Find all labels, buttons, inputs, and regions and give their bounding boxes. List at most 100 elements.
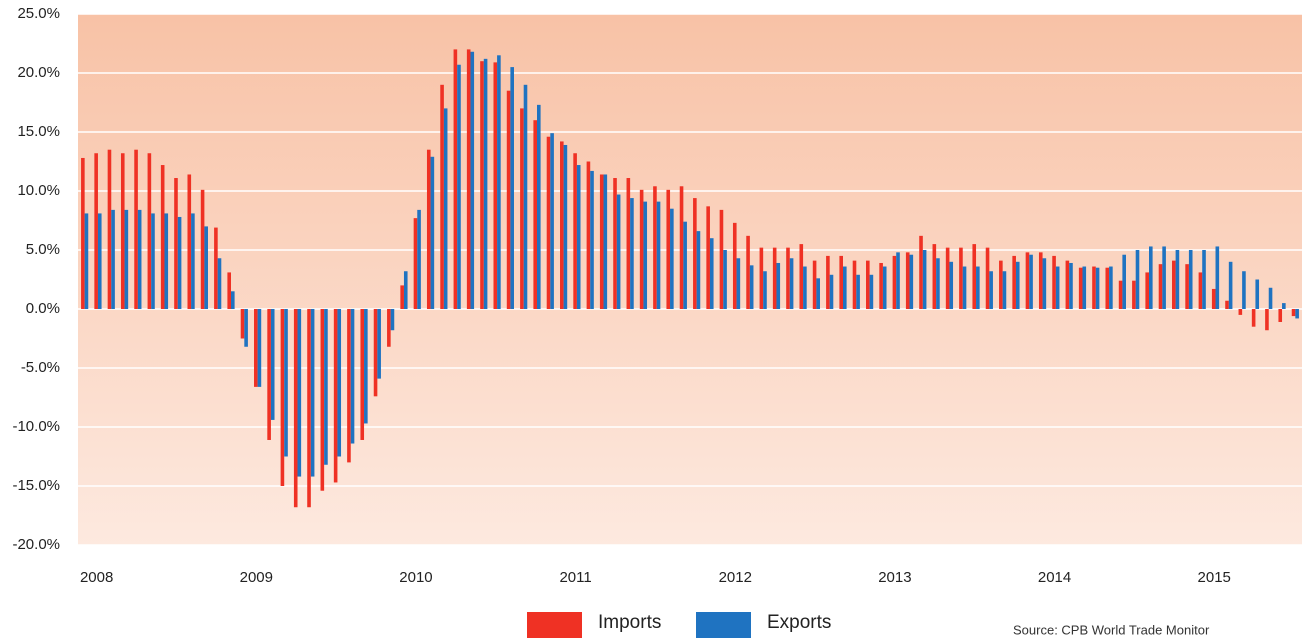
bar	[1202, 250, 1206, 309]
bar	[1092, 266, 1096, 309]
x-tick-label: 2013	[878, 569, 911, 586]
y-tick-label: 20.0%	[17, 64, 60, 81]
bar	[107, 149, 112, 309]
bar	[164, 213, 169, 309]
bar	[1228, 261, 1233, 309]
bar	[1162, 246, 1166, 309]
bar	[972, 244, 977, 309]
bar	[959, 247, 963, 309]
bar	[679, 186, 684, 309]
bar	[1145, 272, 1149, 309]
bar	[1135, 250, 1140, 309]
legend-label: Exports	[767, 612, 831, 633]
bar	[732, 222, 737, 309]
bar	[759, 247, 764, 309]
bar	[1255, 279, 1260, 309]
bar	[387, 309, 391, 347]
bar	[1052, 255, 1056, 309]
bar	[683, 221, 687, 309]
bar	[497, 55, 501, 309]
bar	[656, 201, 661, 309]
bar	[892, 255, 897, 309]
bar	[1211, 288, 1216, 309]
bar	[949, 261, 954, 309]
bar	[749, 265, 754, 309]
bar	[1029, 254, 1033, 309]
bar	[214, 227, 218, 309]
bar	[789, 258, 794, 309]
bar	[94, 153, 98, 309]
bar	[869, 274, 874, 309]
bar	[191, 213, 195, 309]
source: Source: CPB World Trade Monitor	[1013, 622, 1210, 637]
bar	[307, 309, 311, 508]
bar	[999, 260, 1003, 309]
bar	[440, 84, 444, 309]
bar	[1268, 287, 1273, 309]
x-tick-label: 2014	[1038, 569, 1071, 586]
bar	[586, 161, 591, 309]
bar	[151, 213, 155, 309]
bar	[240, 309, 245, 339]
bar	[693, 198, 697, 309]
bar	[945, 247, 950, 309]
bar	[217, 258, 222, 309]
bar	[1188, 250, 1193, 309]
bar	[137, 209, 142, 309]
bar	[603, 174, 608, 309]
bar	[280, 309, 285, 486]
bar	[630, 198, 634, 309]
bar	[1242, 271, 1246, 309]
bar	[284, 309, 288, 457]
bar	[200, 189, 205, 309]
y-tick-label: 0.0%	[26, 300, 60, 317]
bar	[537, 104, 541, 309]
bar	[706, 206, 710, 309]
bar	[1215, 246, 1220, 309]
bar	[812, 260, 817, 309]
y-tick-label: -5.0%	[21, 359, 60, 376]
bar	[350, 309, 355, 444]
bar	[1105, 267, 1110, 309]
bar	[1251, 309, 1256, 327]
bar	[666, 189, 671, 309]
bar	[590, 170, 594, 309]
bar	[723, 250, 727, 309]
bar	[922, 250, 927, 309]
bar	[1175, 250, 1180, 309]
y-tick-label: -10.0%	[12, 418, 60, 435]
bar	[573, 153, 577, 309]
bar	[111, 209, 115, 309]
bar	[613, 178, 617, 309]
y-tick-label: 15.0%	[17, 123, 60, 140]
y-tick-label: -20.0%	[12, 536, 60, 553]
bar	[231, 291, 235, 309]
bar	[177, 216, 182, 309]
bar	[626, 178, 631, 309]
x-tick-label: 2011	[559, 569, 591, 586]
bar	[696, 231, 701, 309]
bar	[932, 244, 937, 309]
legend-swatch	[527, 612, 582, 638]
bar	[803, 266, 807, 309]
legend-swatch	[696, 612, 751, 638]
bar	[936, 258, 940, 309]
bar	[786, 247, 790, 309]
bar	[829, 274, 834, 309]
bar	[616, 194, 621, 309]
bar	[124, 209, 129, 309]
bar	[599, 174, 604, 309]
bar	[1082, 266, 1087, 309]
bar	[204, 226, 208, 309]
bar	[1069, 262, 1073, 309]
bar	[746, 235, 750, 309]
bar	[976, 266, 980, 309]
bar	[736, 258, 741, 309]
bar	[457, 64, 461, 310]
bar	[470, 51, 475, 309]
bar	[377, 309, 381, 379]
bar	[1015, 261, 1020, 309]
bar	[1278, 309, 1283, 322]
